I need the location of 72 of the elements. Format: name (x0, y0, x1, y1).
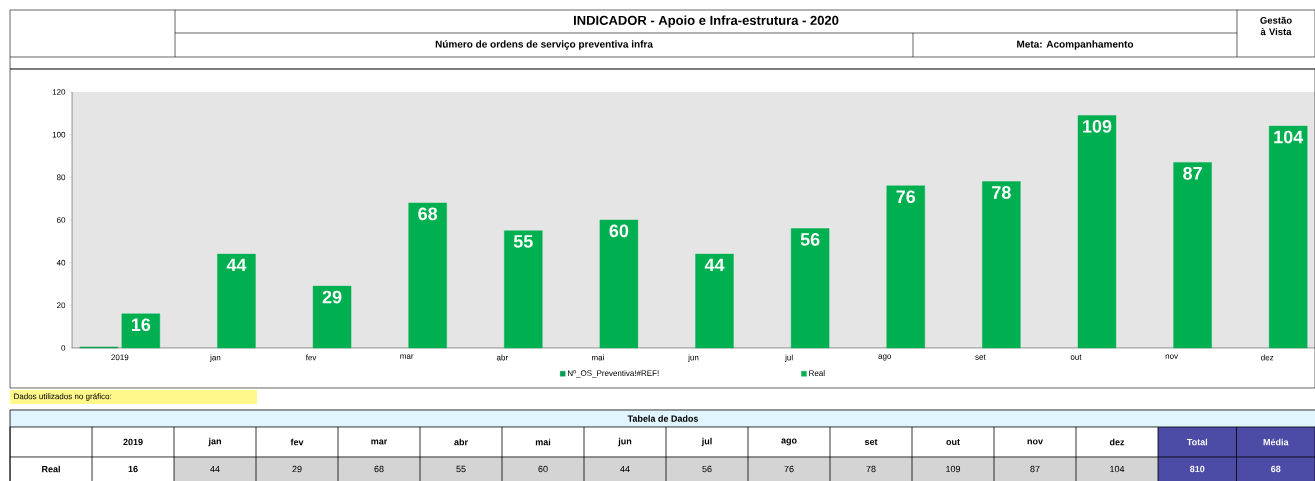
text: 56 (702, 465, 712, 473)
data-label: 55 (513, 235, 533, 248)
data-label: 109 (1083, 119, 1112, 133)
y-tick-label: 60 (57, 217, 66, 223)
data-label: 60 (609, 224, 629, 238)
legend-label: Nº_OS_Preventiva!#REF! (568, 370, 659, 378)
text: 68 (374, 465, 384, 473)
data-label: 78 (992, 186, 1011, 199)
category-label: mai (535, 438, 551, 446)
data-label: 56 (800, 233, 820, 246)
x-tick-label: jun (687, 354, 699, 362)
data-label: 76 (896, 190, 916, 204)
category-label: out (946, 439, 960, 445)
text: 104 (1110, 465, 1125, 473)
category-label: fev (290, 438, 304, 446)
category-label: dez (1109, 438, 1125, 446)
x-tick-label: nov (1165, 354, 1178, 359)
text: Real (42, 465, 60, 473)
data-label: 104 (1274, 130, 1304, 144)
y-tick-label: 40 (56, 259, 66, 266)
text: 87 (1030, 465, 1040, 473)
text: Tabela de Dados (627, 415, 699, 422)
x-tick-label: fev (305, 354, 317, 361)
y-tick-label: 0 (61, 345, 66, 351)
x-tick-label: ago (878, 354, 892, 361)
category-label: jan (208, 437, 221, 447)
text: Total (1186, 438, 1208, 446)
x-tick-label: 2019 (111, 354, 129, 361)
x-tick-label: dez (1261, 354, 1274, 361)
category-label: nov (1027, 439, 1043, 445)
text: 44 (620, 465, 630, 473)
category-label: abr (454, 438, 468, 446)
text: 55 (456, 465, 466, 473)
data-label: 68 (418, 207, 438, 221)
x-tick-label: out (1070, 354, 1082, 360)
chart-title: INDICADOR - Apoio e Infra-estrutura - 2020 (573, 15, 839, 28)
legend-label: Real (809, 370, 825, 376)
data-label: 44 (704, 258, 725, 272)
text: Meta: Acompanhamento (1017, 40, 1134, 50)
text: 29 (292, 465, 302, 473)
x-tick-label: jul (784, 354, 793, 362)
x-tick-label: mai (591, 354, 604, 361)
category-label: jun (618, 437, 632, 447)
text: 44 (210, 465, 220, 473)
category-label: set (864, 439, 878, 445)
x-tick-label: abr (496, 354, 508, 361)
y-tick-label: 100 (52, 131, 66, 138)
text: 109 (946, 465, 961, 473)
text: 76 (784, 465, 794, 473)
text: 16 (128, 465, 138, 473)
data-label: 16 (131, 318, 151, 332)
y-tick-label: 80 (56, 174, 66, 181)
x-tick-label: jan (209, 354, 221, 362)
text: 68 (1271, 465, 1281, 473)
category-label: ago (781, 438, 797, 446)
y-tick-label: 20 (57, 302, 66, 309)
x-tick-label: set (975, 354, 986, 360)
data-label: 29 (322, 290, 342, 304)
category-label: mar (371, 439, 388, 445)
chart-subtitle: Número de ordens de serviço preventiva infra (435, 40, 653, 50)
category-label: 2019 (123, 438, 143, 446)
data-label: 44 (226, 258, 247, 272)
category-label: jul (701, 437, 712, 447)
text: Média (1263, 438, 1289, 446)
x-tick-label: mar (400, 354, 414, 359)
text: Gestão à Vista (1260, 16, 1292, 36)
text: Dados utilizados no gráfico: (14, 393, 112, 401)
text: 60 (538, 465, 548, 473)
text: 78 (866, 465, 876, 473)
y-tick-label: 120 (52, 89, 66, 95)
text: 810 (1190, 465, 1205, 473)
data-label: 87 (1183, 166, 1202, 180)
